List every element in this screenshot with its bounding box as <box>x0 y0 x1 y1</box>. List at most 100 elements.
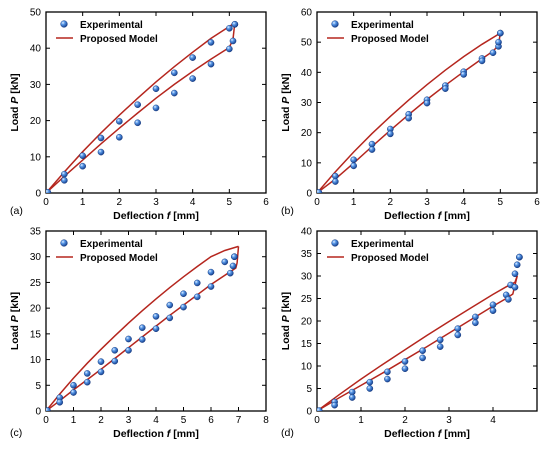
experimental-point <box>384 375 391 383</box>
y-axis-label: Load P [kN] <box>280 73 292 131</box>
y-axis-label: Load P [kN] <box>280 292 292 350</box>
legend: Experimental Proposed Model <box>327 239 429 264</box>
x-axis-label-part: [mm] <box>441 210 470 222</box>
panel-label: (c) <box>10 427 22 439</box>
experimental-point <box>189 54 196 61</box>
x-axis-label: Deflection f [mm] <box>384 210 470 222</box>
x-tick-label: 2 <box>402 415 408 426</box>
legend: Experimental Proposed Model <box>56 20 158 45</box>
legend-label-model: Proposed Model <box>80 34 158 45</box>
x-tick-label: 5 <box>181 415 187 426</box>
experimental-point <box>97 134 105 142</box>
y-axis-label-part: P <box>9 314 21 322</box>
x-tick-label: 3 <box>446 415 452 426</box>
experimental-point <box>207 268 215 276</box>
plot-area <box>46 245 240 411</box>
y-tick-label: 50 <box>301 38 313 49</box>
x-axis-label-part: Deflection <box>384 428 438 440</box>
model-curve-unloading <box>46 22 236 193</box>
legend-label-experimental: Experimental <box>80 239 143 250</box>
y-tick-label: 0 <box>306 189 312 200</box>
experimental-point <box>189 75 196 82</box>
experimental-point <box>171 69 178 77</box>
experimental-point <box>226 24 233 32</box>
y-tick-label: 35 <box>30 227 42 238</box>
experimental-point <box>366 385 374 392</box>
y-tick-label: 40 <box>301 227 313 238</box>
experimental-point <box>111 347 119 354</box>
x-tick-label: 1 <box>71 415 77 426</box>
x-tick-label: 4 <box>461 197 467 208</box>
experimental-point <box>495 38 502 46</box>
experimental-point <box>207 60 215 68</box>
experimental-point <box>229 262 237 270</box>
x-tick-label: 2 <box>98 415 104 426</box>
experimental-point <box>442 85 449 92</box>
experimental-point <box>138 324 146 331</box>
experimental-point <box>152 325 160 333</box>
experimental-point <box>180 303 187 311</box>
y-tick-label: 20 <box>30 304 42 315</box>
panel-label: (a) <box>10 205 23 217</box>
x-tick-label: 1 <box>80 197 86 208</box>
experimental-point <box>419 354 426 362</box>
experimental-point <box>166 301 174 309</box>
x-tick-label: 3 <box>153 197 159 208</box>
model-curve-unloading <box>317 275 518 411</box>
y-tick-label: 20 <box>301 128 313 139</box>
experimental-point <box>70 389 77 396</box>
legend-label-experimental: Experimental <box>80 20 143 31</box>
experimental-point <box>405 114 412 122</box>
legend-marker-experimental <box>331 20 339 28</box>
experimental-point <box>116 133 123 141</box>
panel-label: (d) <box>281 427 294 439</box>
x-tick-label: 0 <box>314 197 320 208</box>
experimental-point <box>460 71 467 78</box>
y-tick-label: 10 <box>301 362 313 373</box>
experimental-point <box>511 283 519 291</box>
y-tick-label: 10 <box>301 158 313 169</box>
x-axis-label-part: f <box>438 428 443 440</box>
experimental-point <box>436 336 444 344</box>
plot-area <box>317 29 504 193</box>
model-curve-loading <box>46 245 239 411</box>
y-tick-label: 35 <box>301 249 313 260</box>
legend-label-model: Proposed Model <box>351 253 429 264</box>
y-axis-label-part: Load <box>280 322 292 350</box>
x-tick-label: 3 <box>424 197 430 208</box>
experimental-point <box>331 401 338 409</box>
x-tick-label: 0 <box>314 415 320 426</box>
experimental-point <box>83 378 91 386</box>
x-axis-label-part: Deflection <box>113 428 167 440</box>
x-axis-label: Deflection f [mm] <box>384 428 470 440</box>
x-axis-label-part: [mm] <box>170 428 199 440</box>
y-axis-label-part: [kN] <box>9 292 21 315</box>
experimental-point <box>56 398 64 406</box>
y-tick-label: 15 <box>301 339 313 350</box>
y-tick-label: 0 <box>35 189 41 200</box>
x-tick-label: 4 <box>153 415 159 426</box>
panel-label: (b) <box>281 205 294 217</box>
experimental-point <box>46 188 52 193</box>
plot-area <box>317 253 523 411</box>
x-tick-label: 0 <box>43 415 49 426</box>
experimental-point <box>497 29 504 37</box>
y-tick-label: 5 <box>306 384 312 395</box>
x-tick-label: 6 <box>263 197 269 208</box>
y-tick-label: 5 <box>35 381 41 392</box>
experimental-point <box>97 358 105 365</box>
experimental-point <box>478 57 486 65</box>
experimental-point <box>111 357 119 365</box>
model-curve-unloading <box>46 246 240 411</box>
y-tick-label: 30 <box>301 272 313 283</box>
y-tick-label: 15 <box>30 329 42 340</box>
chart-panel-a: 0 1 2 3 4 5 6 0 10 20 30 40 50 Deflection f [mm] Load … <box>9 8 269 223</box>
y-tick-label: 0 <box>35 407 41 418</box>
experimental-point <box>366 378 374 386</box>
legend-label-model: Proposed Model <box>351 34 429 45</box>
experimental-point <box>79 162 86 170</box>
model-curve-loading <box>317 275 518 411</box>
x-axis-label-part: f <box>167 428 172 440</box>
legend-label-model: Proposed Model <box>80 253 158 264</box>
